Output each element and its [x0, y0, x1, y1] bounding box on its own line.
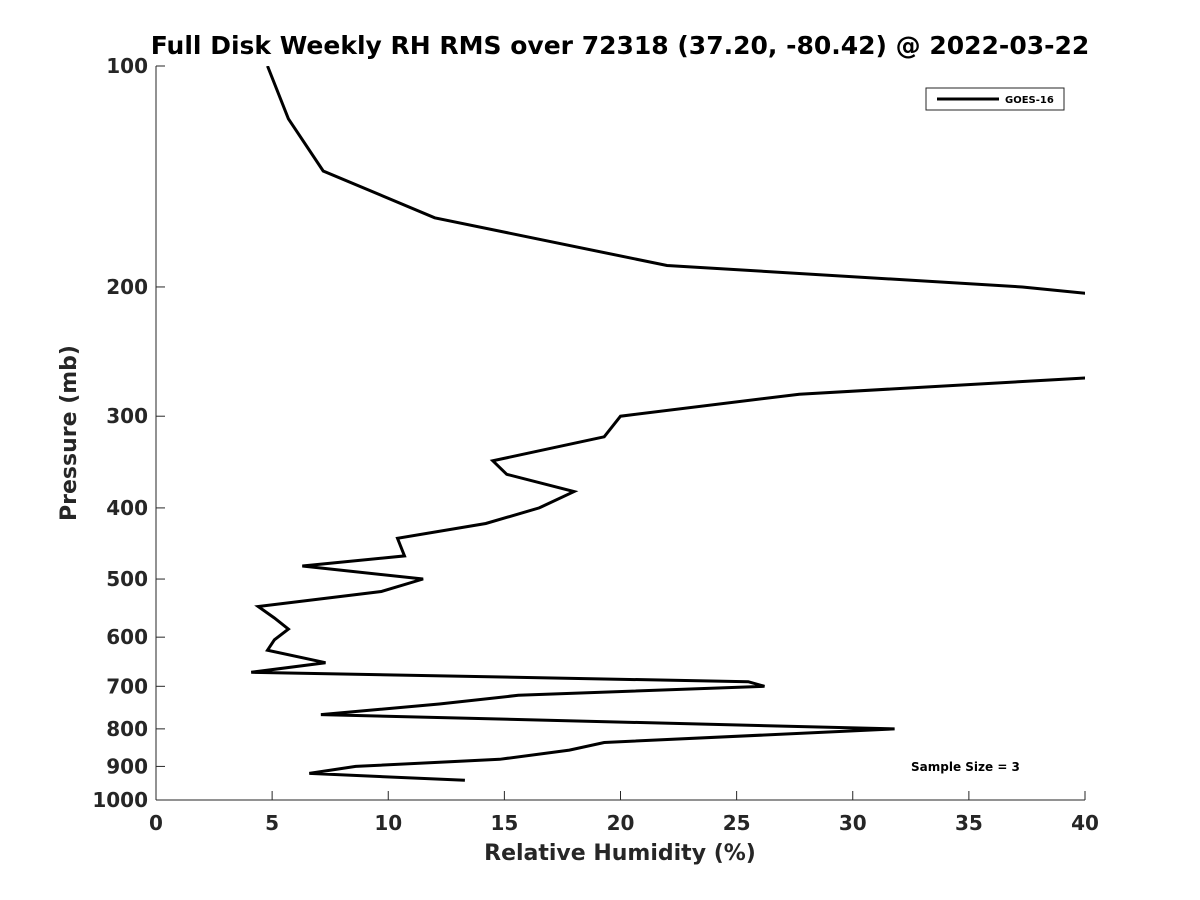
series-line-goes-16: [251, 66, 1085, 782]
legend: GOES-16: [925, 87, 1065, 111]
y-tick-label: 400: [106, 496, 148, 520]
y-tick-label: 600: [106, 625, 148, 649]
x-tick-label: 15: [490, 811, 518, 835]
y-tick-label: 200: [106, 275, 148, 299]
y-axis-ticks: 100 200 300 400 500 600 700 800 900 1000: [92, 54, 165, 812]
y-tick-label: 100: [106, 54, 148, 78]
x-tick-label: 10: [374, 811, 402, 835]
x-tick-label: 40: [1071, 811, 1099, 835]
x-tick-label: 30: [839, 811, 867, 835]
x-tick-label: 5: [265, 811, 279, 835]
x-tick-label: 0: [149, 811, 163, 835]
x-tick-label: 20: [607, 811, 635, 835]
y-tick-label: 1000: [92, 788, 148, 812]
chart-title: Full Disk Weekly RH RMS over 72318 (37.2…: [151, 31, 1090, 60]
y-tick-label: 500: [106, 567, 148, 591]
y-tick-label: 300: [106, 404, 148, 428]
legend-entry-goes-16: GOES-16: [1005, 95, 1054, 106]
x-tick-label: 25: [723, 811, 751, 835]
x-axis-label: Relative Humidity (%): [484, 841, 756, 866]
y-tick-label: 900: [106, 754, 148, 778]
y-tick-label: 800: [106, 717, 148, 741]
y-tick-label: 700: [106, 674, 148, 698]
sample-size-annotation: Sample Size = 3: [911, 760, 1020, 774]
x-axis-ticks: 0 5 10 15 20 25 30 35 40: [149, 791, 1099, 835]
x-tick-label: 35: [955, 811, 983, 835]
y-axis-label: Pressure (mb): [57, 345, 82, 521]
